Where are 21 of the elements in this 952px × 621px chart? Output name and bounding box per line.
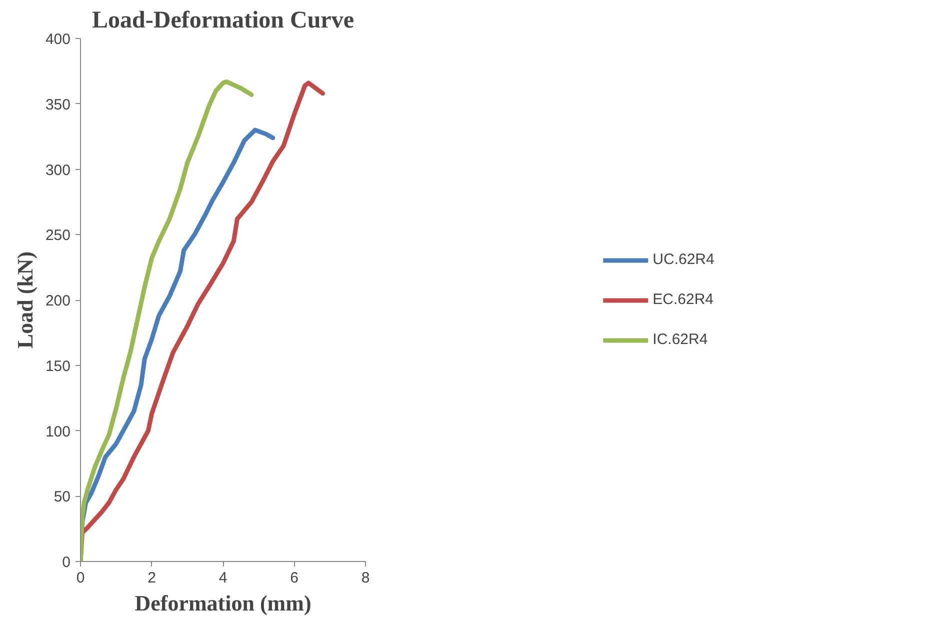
x-tick-label: 0 — [76, 570, 85, 586]
legend-label: UC.62R4 — [652, 251, 714, 268]
y-tick-label: 200 — [45, 292, 71, 310]
y-tick-label: 150 — [45, 358, 71, 375]
y-tick-label: 0 — [62, 554, 70, 571]
x-tick-label: 4 — [218, 570, 228, 586]
y-tick-label: 250 — [45, 227, 71, 244]
x-axis-title: Deformation (mm) — [134, 590, 312, 616]
x-tick-label: 8 — [361, 570, 370, 586]
legend-label: EC.62R4 — [652, 291, 714, 308]
chart-title: Load-Deformation Curve — [92, 8, 354, 34]
x-tick-label: 2 — [148, 570, 156, 586]
line-series — [80, 79, 254, 562]
y-tick-label: 300 — [45, 162, 71, 179]
y-tick-label: 100 — [45, 423, 71, 440]
y-tick-label: 400 — [45, 31, 71, 48]
y-tick-label: 50 — [54, 488, 71, 506]
legend-label: IC.62R4 — [652, 331, 708, 348]
x-tick-label: 6 — [290, 570, 298, 586]
y-axis-title: Load (kN) — [12, 251, 38, 349]
y-tick-label: 350 — [45, 96, 71, 114]
